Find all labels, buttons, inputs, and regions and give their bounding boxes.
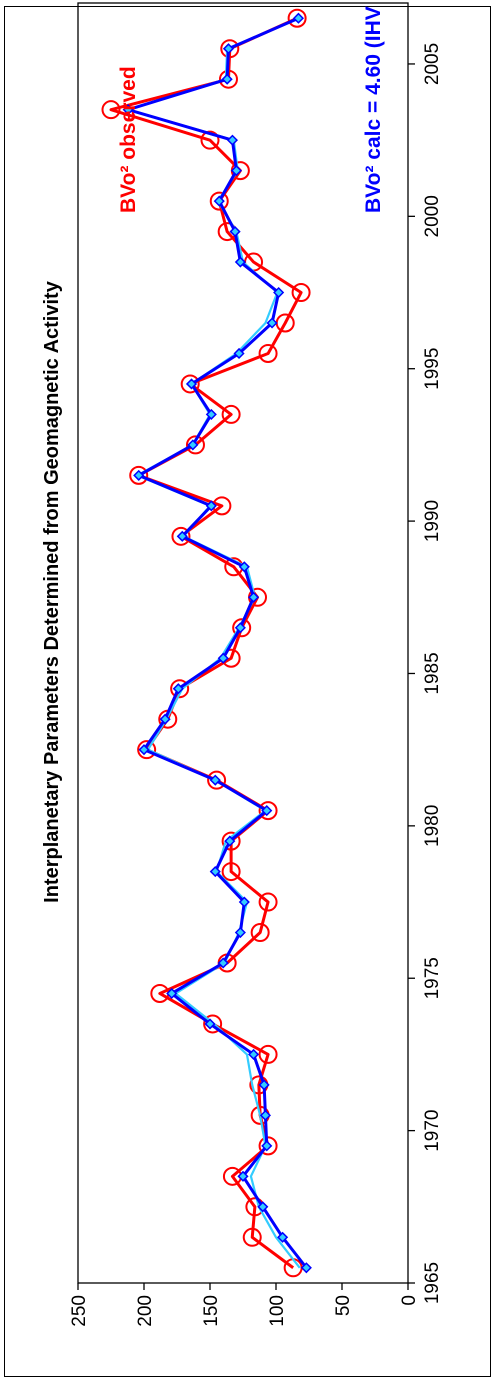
- x-tick-label: 1985: [422, 652, 443, 694]
- data-point-calc: [205, 408, 217, 420]
- chart-title: Interplanetary Parameters Determined fro…: [41, 280, 63, 903]
- data-point-calc: [292, 12, 305, 24]
- x-tick-label: 1965: [422, 1262, 443, 1304]
- data-point-calc: [261, 805, 273, 817]
- data-point-calc: [273, 286, 285, 299]
- data-point-calc: [217, 957, 229, 969]
- data-point-calc: [159, 713, 171, 725]
- data-point-calc: [122, 104, 134, 116]
- series-line: [109, 16, 303, 1269]
- series-1: [127, 17, 301, 1269]
- data-point-calc: [226, 134, 239, 146]
- data-point-observed: [180, 374, 200, 394]
- y-tick-label: 100: [267, 1295, 288, 1327]
- data-point-observed: [207, 770, 227, 790]
- data-point-observed: [209, 191, 229, 211]
- x-tick-label: 2005: [422, 43, 443, 85]
- data-point-calc: [217, 652, 229, 664]
- data-point-observed: [220, 39, 240, 59]
- data-point-observed: [203, 1014, 223, 1034]
- data-point-calc: [166, 987, 178, 1000]
- data-point-observed: [287, 8, 307, 28]
- x-tick-label: 1990: [422, 500, 443, 542]
- data-point-calc: [266, 317, 278, 329]
- data-point-calc: [204, 1018, 216, 1030]
- data-point-calc: [257, 1201, 269, 1213]
- y-tick-label: 150: [201, 1295, 222, 1327]
- data-point-calc: [205, 500, 217, 512]
- data-point-observed: [221, 404, 241, 424]
- chart-frame: [4, 6, 491, 1377]
- data-point-observed: [171, 526, 191, 546]
- series-line: [126, 16, 308, 1269]
- data-point-calc: [229, 226, 241, 238]
- data-point-observed: [170, 679, 190, 699]
- data-point-observed: [258, 1044, 278, 1064]
- data-point-calc: [172, 683, 184, 695]
- axes: 1965 1970 1975 1980 1985 1990 1995 2000 2005 0 50 1…: [69, 43, 443, 1327]
- data-point-calc: [213, 195, 225, 207]
- data-point-calc: [234, 622, 246, 634]
- data-point-calc: [237, 1170, 249, 1182]
- y-tick-label: 250: [69, 1295, 90, 1327]
- data-point-calc: [133, 469, 145, 481]
- x-tick-label: 1995: [422, 348, 443, 390]
- data-point-observed: [250, 923, 270, 943]
- data-point-calc: [222, 43, 235, 55]
- x-tick-label: 1970: [422, 1109, 443, 1151]
- data-point-calc: [138, 744, 150, 756]
- data-point-calc: [247, 1048, 260, 1060]
- x-tick-label: 2000: [422, 195, 443, 237]
- data-point-calc: [277, 1231, 289, 1243]
- data-point-calc: [238, 561, 250, 573]
- data-point-observed: [137, 740, 157, 760]
- data-point-calc: [300, 1262, 312, 1274]
- data-point-calc: [247, 591, 260, 603]
- y-tick-label: 0: [399, 1295, 420, 1306]
- data-point-calc: [233, 347, 245, 360]
- data-point-calc: [187, 439, 199, 451]
- data-point-observed: [258, 343, 278, 363]
- data-point-observed: [258, 801, 278, 821]
- data-point-calc: [234, 256, 246, 268]
- data-point-observed: [185, 435, 205, 455]
- data-point-observed: [200, 130, 220, 150]
- data-point-calc: [234, 926, 246, 939]
- series-0: [101, 8, 311, 1278]
- observed-annotation: BVo² observed: [117, 66, 140, 213]
- data-point-observed: [242, 1227, 262, 1247]
- data-point-calc: [221, 73, 233, 85]
- x-tick-label: 1975: [422, 957, 443, 999]
- data-point-calc: [224, 835, 236, 847]
- calc-annotation: BVo² calc = 4.60 (IHV - 8.7): [362, 0, 385, 213]
- data-point-calc: [176, 530, 188, 542]
- data-point-calc: [185, 378, 198, 390]
- data-point-observed: [129, 465, 149, 485]
- data-point-calc: [259, 1109, 272, 1121]
- data-point-observed: [101, 100, 121, 120]
- data-point-calc: [209, 774, 221, 786]
- y-tick-label: 200: [135, 1295, 156, 1327]
- data-point-observed: [221, 831, 241, 851]
- data-point-calc: [209, 866, 221, 878]
- series-layer: [101, 8, 312, 1278]
- data-point-calc: [258, 1079, 270, 1091]
- y-tick-label: 50: [333, 1295, 354, 1316]
- plot-area: [77, 2, 409, 1284]
- x-tick-label: 1980: [422, 805, 443, 847]
- data-point-observed: [258, 892, 278, 912]
- data-point-observed: [291, 283, 311, 303]
- data-point-observed: [232, 618, 252, 638]
- data-point-observed: [258, 1136, 278, 1156]
- data-point-observed: [221, 862, 241, 882]
- series-2: [122, 12, 312, 1274]
- data-point-calc: [261, 1140, 273, 1152]
- series-line: [127, 17, 301, 1269]
- data-point-calc: [230, 165, 242, 177]
- data-point-calc: [238, 896, 250, 908]
